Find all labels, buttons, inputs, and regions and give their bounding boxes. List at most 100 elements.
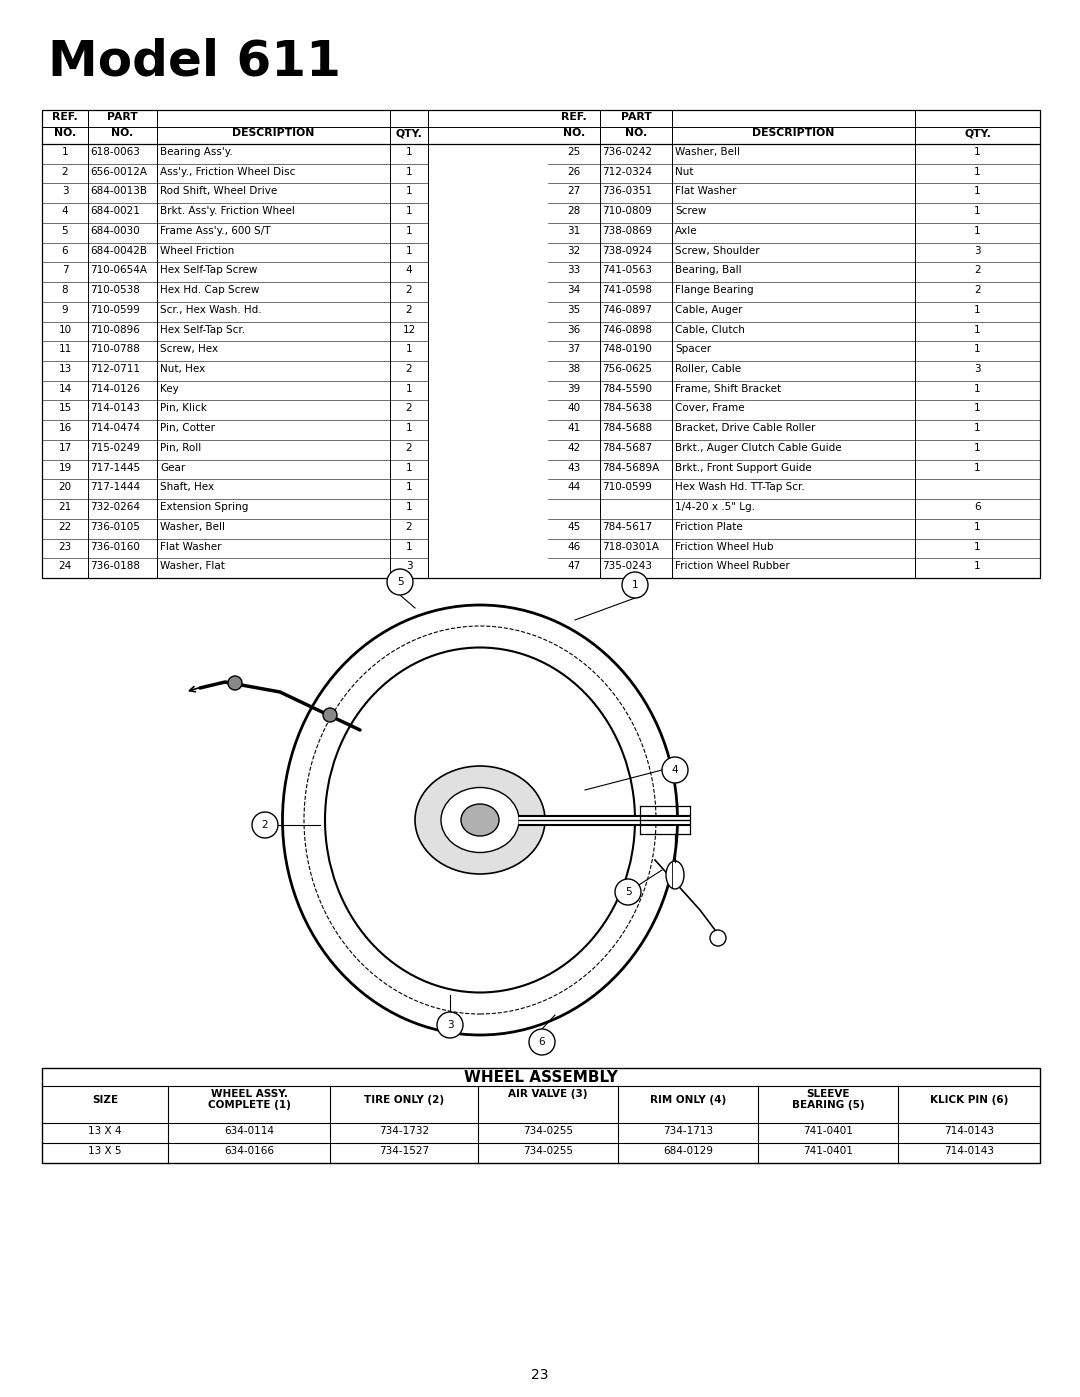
Text: 1: 1 xyxy=(406,502,413,513)
Text: 25: 25 xyxy=(567,147,581,156)
Text: 734-1732: 734-1732 xyxy=(379,1126,429,1136)
Text: 23: 23 xyxy=(531,1368,549,1382)
Text: 46: 46 xyxy=(567,542,581,552)
Text: 4: 4 xyxy=(62,207,68,217)
Text: 736-0160: 736-0160 xyxy=(90,542,140,552)
Text: 22: 22 xyxy=(58,521,71,532)
Text: PART: PART xyxy=(621,112,651,122)
Text: SIZE: SIZE xyxy=(92,1095,118,1105)
Text: 718-0301A: 718-0301A xyxy=(602,542,659,552)
Text: 40: 40 xyxy=(567,404,581,414)
Text: 13 X 4: 13 X 4 xyxy=(89,1126,122,1136)
Text: 714-0126: 714-0126 xyxy=(90,384,140,394)
Text: Bracket, Drive Cable Roller: Bracket, Drive Cable Roller xyxy=(675,423,815,433)
Text: 1: 1 xyxy=(974,166,981,176)
Text: 10: 10 xyxy=(58,324,71,334)
Text: 710-0654A: 710-0654A xyxy=(90,265,147,275)
Text: 684-0013B: 684-0013B xyxy=(90,186,147,197)
Text: Frame Ass'y., 600 S/T: Frame Ass'y., 600 S/T xyxy=(160,226,270,236)
Text: 47: 47 xyxy=(567,562,581,571)
Text: 710-0538: 710-0538 xyxy=(90,285,140,295)
Text: 1: 1 xyxy=(406,147,413,156)
Text: Flat Washer: Flat Washer xyxy=(160,542,221,552)
Text: 1: 1 xyxy=(974,207,981,217)
Text: 1: 1 xyxy=(974,562,981,571)
Text: DESCRIPTION: DESCRIPTION xyxy=(753,129,835,138)
Text: 2: 2 xyxy=(62,166,68,176)
Text: Friction Wheel Rubber: Friction Wheel Rubber xyxy=(675,562,789,571)
Text: 6: 6 xyxy=(974,502,981,513)
Text: 784-5590: 784-5590 xyxy=(602,384,652,394)
Text: Gear: Gear xyxy=(160,462,186,472)
Text: 4: 4 xyxy=(672,766,678,775)
Text: 1: 1 xyxy=(974,226,981,236)
Text: Roller, Cable: Roller, Cable xyxy=(675,365,741,374)
Text: 738-0924: 738-0924 xyxy=(602,246,652,256)
Text: 784-5688: 784-5688 xyxy=(602,423,652,433)
Text: 36: 36 xyxy=(567,324,581,334)
Text: Pin, Roll: Pin, Roll xyxy=(160,443,201,453)
Text: 1: 1 xyxy=(974,443,981,453)
Text: TIRE ONLY (2): TIRE ONLY (2) xyxy=(364,1095,444,1105)
Text: Spacer: Spacer xyxy=(675,344,711,355)
Text: 1: 1 xyxy=(974,384,981,394)
Circle shape xyxy=(228,676,242,690)
Text: 684-0021: 684-0021 xyxy=(90,207,140,217)
Text: Hex Self-Tap Screw: Hex Self-Tap Screw xyxy=(160,265,257,275)
Text: 1: 1 xyxy=(406,482,413,492)
Text: 19: 19 xyxy=(58,462,71,472)
Text: Bearing Ass'y.: Bearing Ass'y. xyxy=(160,147,233,156)
Text: 741-0401: 741-0401 xyxy=(804,1126,853,1136)
Text: 714-0474: 714-0474 xyxy=(90,423,140,433)
Text: Nut: Nut xyxy=(675,166,693,176)
Text: 684-0030: 684-0030 xyxy=(90,226,139,236)
Text: 656-0012A: 656-0012A xyxy=(90,166,147,176)
Text: 712-0324: 712-0324 xyxy=(602,166,652,176)
Text: 27: 27 xyxy=(567,186,581,197)
Text: Screw: Screw xyxy=(675,207,706,217)
Text: Cover, Frame: Cover, Frame xyxy=(675,404,744,414)
Text: 710-0809: 710-0809 xyxy=(602,207,651,217)
Text: 710-0788: 710-0788 xyxy=(90,344,140,355)
Text: 717-1444: 717-1444 xyxy=(90,482,140,492)
Text: DESCRIPTION: DESCRIPTION xyxy=(232,129,314,138)
Text: 16: 16 xyxy=(58,423,71,433)
Text: NO.: NO. xyxy=(625,129,647,138)
Text: 13 X 5: 13 X 5 xyxy=(89,1146,122,1155)
Text: COMPLETE (1): COMPLETE (1) xyxy=(207,1099,291,1111)
Text: NO.: NO. xyxy=(563,129,585,138)
Text: 13: 13 xyxy=(58,365,71,374)
Text: 2: 2 xyxy=(974,265,981,275)
Text: QTY.: QTY. xyxy=(964,129,991,138)
Text: 2: 2 xyxy=(406,365,413,374)
Text: 712-0711: 712-0711 xyxy=(90,365,140,374)
Text: 741-0598: 741-0598 xyxy=(602,285,652,295)
Text: PART: PART xyxy=(107,112,138,122)
Ellipse shape xyxy=(441,788,519,852)
Text: 1: 1 xyxy=(974,423,981,433)
Text: 3: 3 xyxy=(447,1020,454,1030)
Text: Nut, Hex: Nut, Hex xyxy=(160,365,205,374)
Text: Ass'y., Friction Wheel Disc: Ass'y., Friction Wheel Disc xyxy=(160,166,295,176)
Text: Rod Shift, Wheel Drive: Rod Shift, Wheel Drive xyxy=(160,186,278,197)
Text: Flat Washer: Flat Washer xyxy=(675,186,737,197)
Text: 1: 1 xyxy=(974,404,981,414)
Text: 784-5638: 784-5638 xyxy=(602,404,652,414)
Text: 1: 1 xyxy=(974,344,981,355)
Text: 44: 44 xyxy=(567,482,581,492)
Text: 714-0143: 714-0143 xyxy=(944,1126,994,1136)
Text: 3: 3 xyxy=(974,246,981,256)
Text: 41: 41 xyxy=(567,423,581,433)
Text: Hex Hd. Cap Screw: Hex Hd. Cap Screw xyxy=(160,285,259,295)
Text: WHEEL ASSY.: WHEEL ASSY. xyxy=(211,1090,287,1099)
Text: 17: 17 xyxy=(58,443,71,453)
Text: 6: 6 xyxy=(62,246,68,256)
Ellipse shape xyxy=(415,766,545,875)
Text: 710-0599: 710-0599 xyxy=(602,482,652,492)
Text: Scr., Hex Wash. Hd.: Scr., Hex Wash. Hd. xyxy=(160,305,261,314)
Text: 1: 1 xyxy=(406,186,413,197)
Text: Brkt., Front Support Guide: Brkt., Front Support Guide xyxy=(675,462,812,472)
Text: Cable, Auger: Cable, Auger xyxy=(675,305,743,314)
Text: Washer, Bell: Washer, Bell xyxy=(160,521,225,532)
Text: 3: 3 xyxy=(974,365,981,374)
